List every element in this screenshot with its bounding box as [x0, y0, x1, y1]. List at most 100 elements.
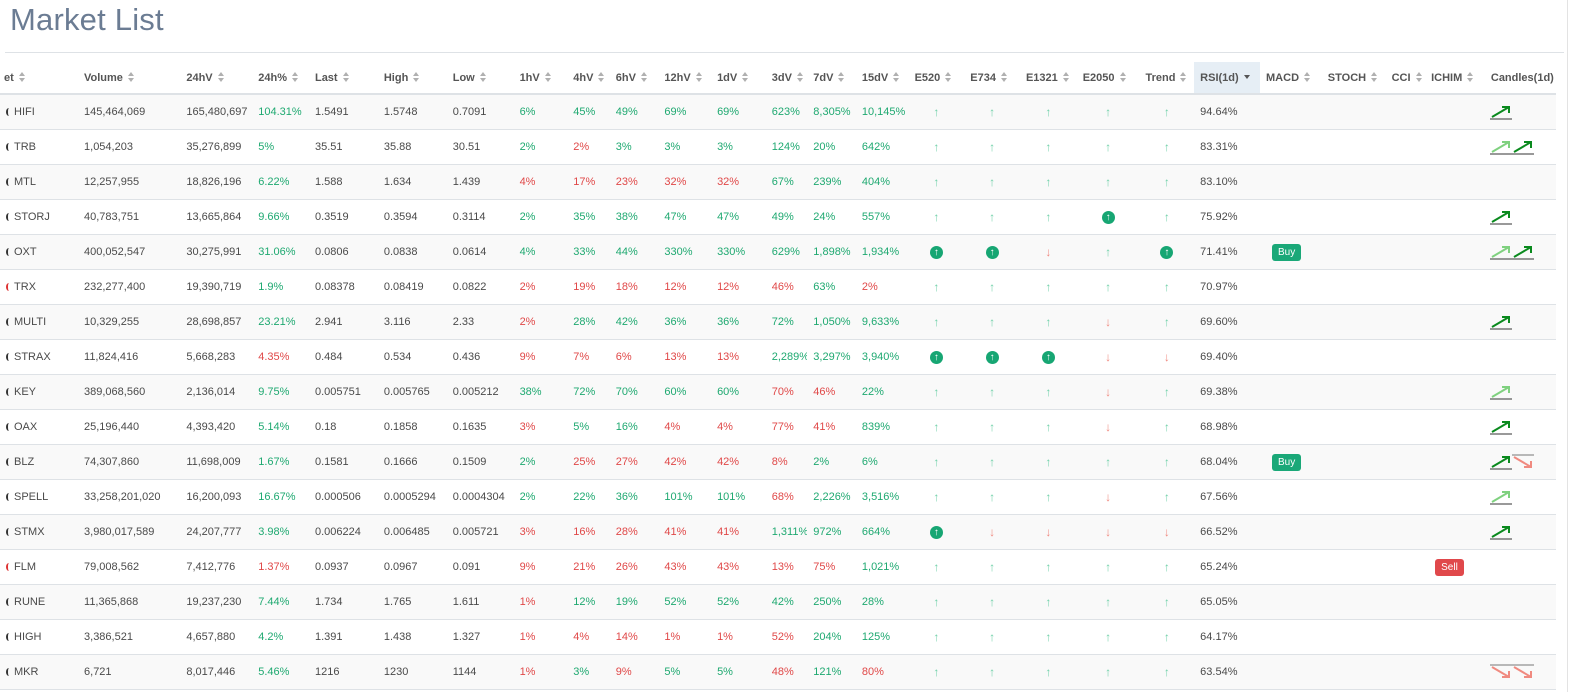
coin-cell[interactable]: KEY [0, 374, 79, 410]
coin-cell[interactable]: OXT [0, 234, 79, 270]
coin-cell[interactable]: MTL [0, 164, 79, 200]
column-header-e734[interactable]: E734 [964, 62, 1020, 95]
coin-cell[interactable]: STORJ [0, 199, 79, 235]
column-header-et[interactable]: et [0, 62, 79, 95]
sort-icon[interactable] [18, 71, 25, 82]
sort-icon[interactable] [893, 71, 900, 82]
coin-cell[interactable]: STRAX [0, 339, 79, 375]
column-header-1dv[interactable]: 1dV [711, 62, 766, 95]
coin-cell[interactable]: TRB [0, 129, 79, 165]
sort-icon[interactable] [479, 71, 486, 82]
coin-cell[interactable]: TRX [0, 269, 79, 305]
table-row[interactable]: MTL 12,257,955 18,826,196 6.22% 1.588 1.634 1.… [0, 164, 1556, 200]
sell-badge[interactable]: Sell [1435, 558, 1464, 576]
column-header-3dv[interactable]: 3dV [765, 62, 808, 95]
sort-icon[interactable] [1000, 71, 1007, 82]
coin-name[interactable]: RUNE [14, 596, 46, 608]
coin-cell[interactable]: HIFI [0, 94, 79, 130]
sort-icon[interactable] [838, 71, 845, 82]
column-header-12hv[interactable]: 12hV [658, 62, 712, 95]
sort-icon[interactable] [1467, 71, 1474, 82]
sort-icon[interactable] [1062, 71, 1069, 82]
coin-name[interactable]: TRX [14, 281, 36, 293]
coin-cell[interactable]: HIGH [0, 619, 79, 655]
sort-icon[interactable] [598, 71, 605, 82]
column-header-volume[interactable]: Volume [78, 62, 181, 95]
column-header-last[interactable]: Last [308, 62, 378, 95]
table-row[interactable]: RUNE 11,365,868 19,237,230 7.44% 1.734 1.765 1… [0, 584, 1556, 620]
table-row[interactable]: OXT 400,052,547 30,275,991 31.06% 0.0806 0.08… [0, 234, 1556, 270]
buy-badge[interactable]: Buy [1272, 243, 1302, 261]
column-header-e520[interactable]: E520 [908, 62, 965, 95]
table-row[interactable]: TRX 232,277,400 19,390,719 1.9% 0.08378 0.084… [0, 269, 1556, 305]
buy-badge[interactable]: Buy [1272, 453, 1302, 471]
table-row[interactable]: HIFI 145,464,069 165,480,697 104.31% 1.5491 1… [0, 94, 1556, 130]
table-row[interactable]: OAX 25,196,440 4,393,420 5.14% 0.18 0.1858 0.1… [0, 409, 1556, 445]
column-header-e2050[interactable]: E2050 [1076, 62, 1140, 95]
coin-name[interactable]: TRB [14, 141, 36, 153]
coin-name[interactable]: MTL [14, 176, 36, 188]
coin-name[interactable]: OXT [14, 246, 37, 258]
table-row[interactable]: MULTI 10,329,255 28,698,857 23.21% 2.941 3.11… [0, 304, 1556, 340]
coin-cell[interactable]: MULTI [0, 304, 79, 340]
coin-name[interactable]: HIFI [14, 106, 35, 118]
coin-name[interactable]: KEY [14, 386, 37, 398]
table-row[interactable]: BLZ 74,307,860 11,698,009 1.67% 0.1581 0.1666… [0, 444, 1556, 480]
coin-name[interactable]: HIGH [14, 631, 42, 643]
table-row[interactable]: TRB 1,054,203 35,276,899 5% 35.51 35.88 30.51 2… [0, 129, 1556, 165]
coin-name[interactable]: OAX [14, 421, 38, 433]
sort-icon[interactable] [742, 71, 749, 82]
column-header-high[interactable]: High [377, 62, 447, 95]
column-header-ichim[interactable]: ICHIM [1425, 62, 1485, 95]
sort-desc-icon[interactable] [1243, 72, 1250, 82]
coin-name[interactable]: MULTI [14, 316, 47, 328]
sort-icon[interactable] [945, 71, 952, 82]
column-header-rsi-1d[interactable]: RSI(1d) [1194, 62, 1261, 95]
column-header-candles-1d[interactable]: Candles(1d) [1484, 62, 1556, 95]
column-header-low[interactable]: Low [446, 62, 514, 95]
sort-icon[interactable] [1415, 71, 1422, 82]
column-header-4hv[interactable]: 4hV [567, 62, 610, 95]
coin-name[interactable]: BLZ [14, 456, 35, 468]
table-row[interactable]: STMX 3,980,017,589 24,207,777 3.98% 0.006224… [0, 514, 1556, 550]
coin-name[interactable]: STRAX [14, 351, 51, 363]
table-row[interactable]: FLM 79,008,562 7,412,776 1.37% 0.0937 0.0967 0… [0, 549, 1556, 585]
sort-icon[interactable] [1371, 71, 1378, 82]
table-row[interactable]: SPELL 33,258,201,020 16,200,093 16.67% 0.000… [0, 479, 1556, 515]
sort-icon[interactable] [342, 71, 349, 82]
sort-icon[interactable] [1180, 71, 1187, 82]
column-header-24h[interactable]: 24h% [252, 62, 309, 95]
column-header-1hv[interactable]: 1hV [513, 62, 568, 95]
coin-cell[interactable]: BLZ [0, 444, 79, 480]
column-header-6hv[interactable]: 6hV [609, 62, 659, 95]
column-header-cci[interactable]: CCI [1385, 62, 1426, 95]
column-header-e1321[interactable]: E1321 [1019, 62, 1077, 95]
sort-icon[interactable] [796, 71, 803, 82]
coin-name[interactable]: SPELL [14, 491, 49, 503]
column-header-24hv[interactable]: 24hV [180, 62, 253, 95]
column-header-15dv[interactable]: 15dV [855, 62, 909, 95]
table-row[interactable]: HIGH 3,386,521 4,657,880 4.2% 1.391 1.438 1.32… [0, 619, 1556, 655]
table-row[interactable]: MKR 6,721 8,017,446 5.46% 1216 1230 1144 1% 3% 9%… [0, 654, 1556, 690]
coin-cell[interactable]: OAX [0, 409, 79, 445]
sort-icon[interactable] [127, 71, 134, 82]
column-header-trend[interactable]: Trend [1139, 62, 1195, 95]
coin-cell[interactable]: SPELL [0, 479, 79, 515]
table-row[interactable]: STORJ 40,783,751 13,665,864 9.66% 0.3519 0.35… [0, 199, 1556, 235]
sort-icon[interactable] [413, 71, 420, 82]
column-header-stoch[interactable]: STOCH [1321, 62, 1386, 95]
coin-name[interactable]: MKR [14, 666, 39, 678]
coin-name[interactable]: STMX [14, 526, 45, 538]
sort-icon[interactable] [640, 71, 647, 82]
coin-name[interactable]: FLM [14, 561, 36, 573]
sort-icon[interactable] [217, 71, 224, 82]
coin-name[interactable]: STORJ [14, 211, 50, 223]
table-row[interactable]: KEY 389,068,560 2,136,014 9.75% 0.005751 0.00… [0, 374, 1556, 410]
column-header-7dv[interactable]: 7dV [807, 62, 856, 95]
sort-icon[interactable] [1119, 71, 1126, 82]
column-header-macd[interactable]: MACD [1260, 62, 1322, 95]
sort-icon[interactable] [292, 71, 298, 82]
coin-cell[interactable]: STMX [0, 514, 79, 550]
coin-cell[interactable]: RUNE [0, 584, 79, 620]
sort-icon[interactable] [544, 71, 551, 82]
